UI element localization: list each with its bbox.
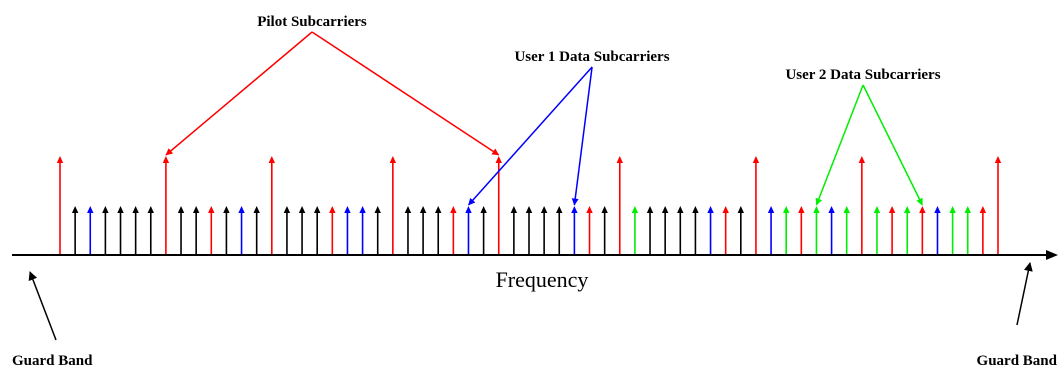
- pilot-subcarrier-arrow: [979, 206, 987, 254]
- guard-band-left-arrow: [28, 271, 57, 341]
- pilot-subcarrier-arrow: [208, 206, 215, 254]
- user2-subcarrier-arrow: [631, 206, 639, 254]
- subcarrier-arrow: [313, 206, 321, 254]
- subcarrier-arrow: [601, 206, 608, 254]
- user2-callout-arrow: [815, 84, 864, 206]
- pilot-subcarrier-arrow: [858, 156, 866, 254]
- guard-band-right-label: Guard Band: [977, 353, 1058, 369]
- user1-data-subcarriers-label: User 1 Data Subcarriers: [514, 49, 669, 65]
- pilot-subcarrier-arrow: [162, 156, 170, 254]
- frequency-axis-label: Frequency: [496, 267, 589, 292]
- user1-callout-arrow: [571, 66, 593, 206]
- subcarrier-arrow: [132, 206, 139, 254]
- subcarrier-arrow: [661, 206, 669, 254]
- subcarrier-arrow: [223, 206, 230, 254]
- pilot-subcarrier-arrow: [586, 206, 593, 254]
- user2-subcarrier-arrow: [964, 206, 971, 254]
- subcarrier-arrow: [677, 206, 684, 254]
- subcarrier-arrow: [510, 206, 518, 254]
- user2-subcarrier-arrow: [843, 206, 850, 254]
- pilot-subcarrier-arrow: [329, 206, 336, 254]
- subcarrier-arrow: [692, 206, 699, 254]
- user1-subcarrier-arrow: [828, 206, 835, 254]
- pilot-subcarrier-arrow: [56, 156, 64, 254]
- pilot-subcarrier-arrow: [450, 206, 457, 254]
- callout-arrows: [165, 31, 924, 206]
- pilot-subcarriers-label: Pilot Subcarriers: [257, 14, 367, 30]
- user2-data-subcarriers-label: User 2 Data Subcarriers: [785, 67, 940, 83]
- subcarrier-arrow: [117, 206, 124, 254]
- user1-subcarrier-arrow: [707, 206, 714, 254]
- user1-subcarrier-arrow: [767, 206, 775, 254]
- subcarrier-arrow: [253, 206, 260, 254]
- subcarrier-arrows: [56, 156, 1002, 254]
- pilot-callout-arrow: [165, 31, 313, 156]
- pilot-subcarrier-arrow: [798, 206, 805, 254]
- user1-subcarrier-arrow: [571, 206, 578, 254]
- user2-subcarrier-arrow: [949, 206, 956, 254]
- user2-callout-arrow: [862, 84, 924, 206]
- user1-subcarrier-arrow: [238, 206, 245, 254]
- subcarrier-arrow: [404, 206, 412, 254]
- pilot-subcarrier-arrow: [752, 156, 760, 254]
- subcarrier-arrow: [419, 206, 427, 254]
- user2-subcarrier-arrow: [873, 206, 881, 254]
- subcarrier-arrow: [435, 206, 442, 254]
- guard-band-left-label: Guard Band: [12, 353, 93, 369]
- pilot-subcarrier-arrow: [919, 206, 926, 254]
- user2-subcarrier-arrow: [813, 206, 820, 254]
- pilot-subcarrier-arrow: [389, 156, 397, 254]
- user1-subcarrier-arrow: [359, 206, 366, 254]
- subcarrier-arrow: [102, 206, 109, 254]
- guard-band-right-arrow: [1016, 262, 1033, 326]
- pilot-subcarrier-arrow: [888, 206, 896, 254]
- subcarrier-arrow: [374, 206, 381, 254]
- subcarrier-arrow: [192, 206, 200, 254]
- pilot-callout-arrow: [311, 31, 500, 156]
- frequency-axis-arrowhead: [1046, 250, 1058, 260]
- subcarrier-arrow: [525, 206, 533, 254]
- user1-subcarrier-arrow: [934, 206, 941, 254]
- user1-callout-arrow: [467, 66, 593, 206]
- pilot-subcarrier-arrow: [495, 156, 502, 254]
- subcarrier-arrow: [147, 206, 154, 254]
- frequency-axis: [12, 250, 1058, 260]
- subcarrier-arrow: [298, 206, 306, 254]
- subcarrier-arrow: [556, 206, 563, 254]
- pilot-subcarrier-arrow: [268, 156, 276, 254]
- subcarrier-arrow: [737, 206, 745, 254]
- pilot-subcarrier-arrow: [722, 206, 729, 254]
- user1-subcarrier-arrow: [344, 206, 351, 254]
- pilot-subcarrier-arrow: [994, 156, 1002, 254]
- subcarrier-arrow: [540, 206, 548, 254]
- subcarrier-arrow: [480, 206, 487, 254]
- pilot-subcarrier-arrow: [616, 156, 623, 254]
- subcarrier-arrow: [71, 206, 79, 254]
- subcarrier-arrow: [646, 206, 654, 254]
- user2-subcarrier-arrow: [782, 206, 790, 254]
- user2-subcarrier-arrow: [904, 206, 911, 254]
- user1-subcarrier-arrow: [465, 206, 472, 254]
- subcarrier-arrow: [283, 206, 291, 254]
- user1-subcarrier-arrow: [87, 206, 94, 254]
- subcarrier-arrow: [177, 206, 185, 254]
